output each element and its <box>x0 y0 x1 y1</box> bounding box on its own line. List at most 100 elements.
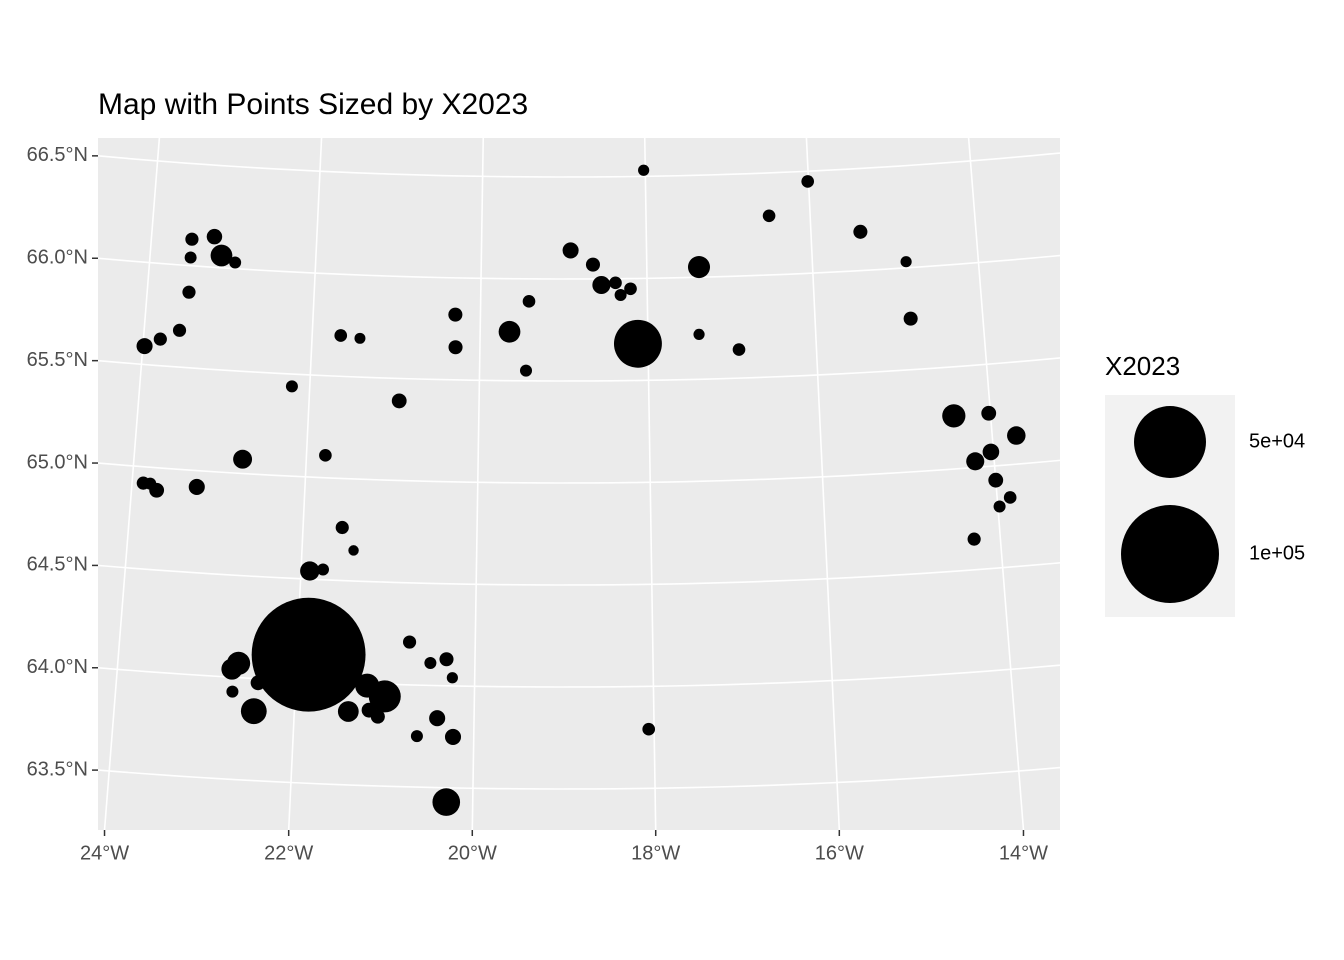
point <box>337 701 359 722</box>
point <box>903 311 918 326</box>
y-tick-label: 66.0°N <box>27 247 88 269</box>
point <box>334 329 348 342</box>
point <box>184 251 197 264</box>
point <box>942 404 966 428</box>
x-tick-label: 20°W <box>448 842 497 864</box>
point <box>687 256 711 279</box>
point <box>250 675 266 691</box>
x-tick-label: 16°W <box>815 842 864 864</box>
point <box>609 276 622 290</box>
legend-key <box>1121 505 1219 603</box>
x-tick-label: 14°W <box>999 842 1048 864</box>
y-tick-label: 65.5°N <box>27 349 88 371</box>
point <box>210 244 233 267</box>
point <box>233 449 253 469</box>
point <box>732 343 746 356</box>
grid-line <box>98 766 1060 790</box>
point <box>448 307 463 322</box>
point <box>1007 426 1026 445</box>
y-tick-label: 66.5°N <box>27 144 88 166</box>
axes: 63.5°N 64.0°N 64.5°N 65.0°N 65.5°N 66.0°N 66.5… <box>27 144 1049 864</box>
panel <box>98 138 1060 830</box>
legend-title: X2023 <box>1105 351 1180 381</box>
point <box>368 680 401 713</box>
point <box>522 295 536 308</box>
grid-line <box>98 357 1060 382</box>
grid-line <box>98 152 1060 178</box>
point <box>982 443 1000 461</box>
point <box>402 635 417 649</box>
point <box>693 328 705 340</box>
point <box>585 257 600 272</box>
point <box>429 710 446 727</box>
point <box>432 788 461 816</box>
point <box>592 275 611 295</box>
legend-key <box>1134 406 1206 478</box>
point <box>613 319 662 368</box>
point <box>448 340 463 355</box>
y-tick-label: 64.5°N <box>27 554 88 576</box>
point <box>614 289 627 302</box>
x-tick-label: 22°W <box>264 842 313 864</box>
point <box>316 563 329 576</box>
point <box>966 452 985 471</box>
point <box>206 228 223 245</box>
point <box>229 256 242 269</box>
point <box>153 332 167 346</box>
point <box>762 209 776 223</box>
point <box>967 532 981 546</box>
grid-line <box>98 254 1060 280</box>
point <box>188 478 205 496</box>
point <box>446 672 458 684</box>
point <box>900 256 912 268</box>
point <box>221 658 243 680</box>
point <box>319 448 332 462</box>
grid-line <box>98 561 1060 586</box>
grid-line <box>643 138 657 830</box>
grid-line <box>98 459 1060 484</box>
point <box>354 332 366 344</box>
legend: 5e+04 1e+05 <box>1121 406 1305 603</box>
y-tick-label: 63.5°N <box>27 758 88 780</box>
point <box>136 338 153 355</box>
point <box>149 482 165 498</box>
points <box>136 164 1026 816</box>
point <box>335 520 349 535</box>
point <box>642 722 656 736</box>
point <box>981 405 997 421</box>
point <box>285 380 298 393</box>
grid-line <box>103 138 161 830</box>
point <box>185 232 199 246</box>
x-tick-label: 24°W <box>80 842 129 864</box>
chart-title: Map with Points Sized by X2023 <box>98 88 528 121</box>
point <box>391 393 407 409</box>
point <box>226 685 239 698</box>
point <box>519 364 533 377</box>
y-tick-label: 64.0°N <box>27 656 88 678</box>
legend-label: 1e+05 <box>1249 542 1305 564</box>
point <box>182 285 196 299</box>
point <box>251 597 366 712</box>
point <box>562 242 579 259</box>
point <box>638 164 650 176</box>
point <box>801 175 815 188</box>
grid-line <box>471 138 485 830</box>
grid-line <box>805 138 841 830</box>
point <box>993 500 1006 513</box>
point <box>172 323 187 337</box>
point <box>439 652 454 667</box>
point <box>410 730 423 743</box>
point <box>444 728 462 745</box>
point <box>300 561 320 581</box>
point <box>624 282 637 296</box>
point <box>370 709 385 724</box>
y-tick-label: 65.0°N <box>27 451 88 473</box>
point <box>348 545 359 556</box>
grid-line <box>287 138 323 830</box>
point <box>240 698 267 725</box>
grid-line <box>98 664 1060 688</box>
point <box>498 320 521 343</box>
x-tick-label: 18°W <box>631 842 680 864</box>
legend-label: 5e+04 <box>1249 430 1305 452</box>
